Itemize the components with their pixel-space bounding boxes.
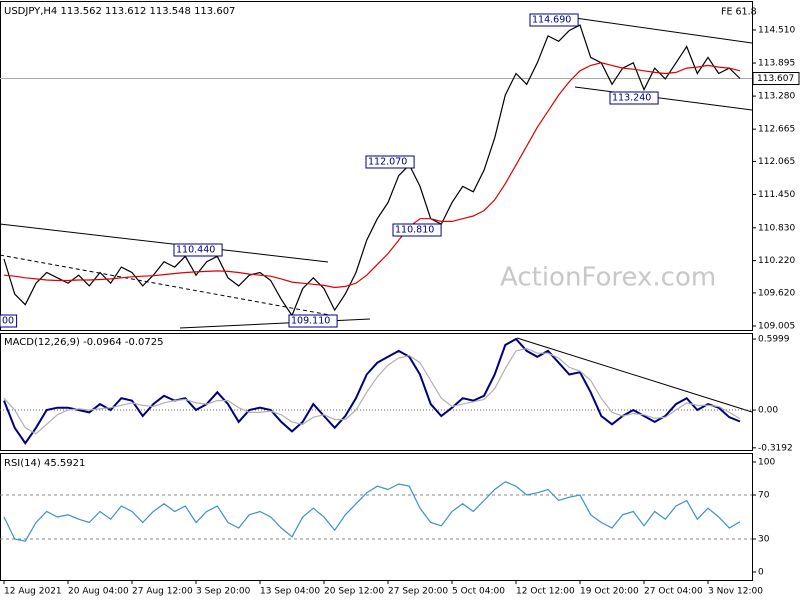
series-line	[3, 337, 741, 445]
trend-line	[574, 17, 753, 44]
x-tick-label: 27 Aug 12:00	[132, 587, 193, 597]
trend-line	[179, 318, 371, 329]
series-line	[3, 24, 741, 317]
x-tick-label: 27 Oct 04:00	[644, 587, 703, 597]
y-tick-label: 114.510	[758, 25, 795, 35]
y-tick-label: 109.005	[758, 321, 795, 331]
x-tick-label: 12 Aug 2021	[4, 587, 62, 597]
y-tick-label: 0	[758, 568, 764, 578]
series-line	[3, 62, 741, 289]
macd-title: MACD(12,26,9) -0.0964 -0.0725	[4, 337, 164, 348]
watermark: ActionForex.com	[500, 263, 716, 293]
y-tick-label: 111.450	[758, 190, 795, 200]
rsi-title: RSI(14) 45.5921	[4, 458, 85, 469]
annotation-box	[0, 314, 18, 328]
y-tick-label: 113.280	[758, 92, 795, 102]
y-tick-label: 0.00	[758, 406, 778, 416]
x-tick-label: 3 Sep 20:00	[196, 587, 251, 597]
annotation-box	[288, 314, 338, 328]
y-tick-label: 113.895	[758, 59, 795, 69]
x-tick-label: 27 Sep 20:00	[388, 587, 448, 597]
last-price-label: 113.607	[757, 74, 794, 84]
y-tick-label: 100	[758, 458, 775, 468]
annotation-box	[392, 223, 442, 237]
annotation-box	[173, 243, 223, 257]
y-tick-label: 110.220	[758, 256, 795, 266]
annotation-box	[365, 155, 415, 169]
annotation: 113.240	[612, 93, 651, 104]
trend-line	[516, 337, 753, 413]
price-pane	[0, 1, 753, 331]
series-line	[3, 347, 741, 435]
y-tick-label: 112.065	[758, 157, 795, 167]
annotation: 00	[2, 316, 14, 327]
y-tick-label: 30	[758, 535, 770, 545]
x-tick-label: 20 Aug 04:00	[68, 587, 129, 597]
annotation: 114.690	[532, 15, 571, 26]
x-tick-label: 19 Oct 20:00	[580, 587, 639, 597]
y-tick-label: 70	[758, 491, 770, 501]
annotation: 110.440	[176, 245, 215, 256]
price-title: USDJPY,H4 113.562 113.612 113.548 113.60…	[4, 6, 235, 17]
y-tick-label: 110.830	[758, 223, 795, 233]
y-tick-label: 109.620	[758, 288, 795, 298]
last-price-box	[752, 72, 800, 86]
y-tick-label: 0.5999	[758, 335, 790, 345]
x-tick-label: 3 Nov 12:00	[708, 587, 763, 597]
macd-pane	[0, 333, 753, 451]
trend-line	[574, 86, 753, 111]
annotation-box	[529, 13, 579, 27]
trend-line	[0, 223, 329, 263]
x-tick-label: 13 Sep 04:00	[260, 587, 320, 597]
x-tick-label: 5 Oct 04:00	[452, 587, 505, 597]
x-tick-label: 12 Oct 12:00	[516, 587, 575, 597]
annotation: 109.110	[291, 316, 330, 327]
annotation: 112.070	[368, 157, 407, 168]
annotation-box	[609, 91, 659, 105]
annotation: 110.810	[395, 225, 434, 236]
y-tick-label: -0.3192	[758, 443, 793, 453]
rsi-pane	[0, 453, 753, 581]
annotation: FE 61.8	[721, 7, 757, 18]
y-tick-label: 112.665	[758, 125, 795, 135]
x-tick-label: 20 Sep 12:00	[324, 587, 384, 597]
series-line	[3, 481, 741, 542]
